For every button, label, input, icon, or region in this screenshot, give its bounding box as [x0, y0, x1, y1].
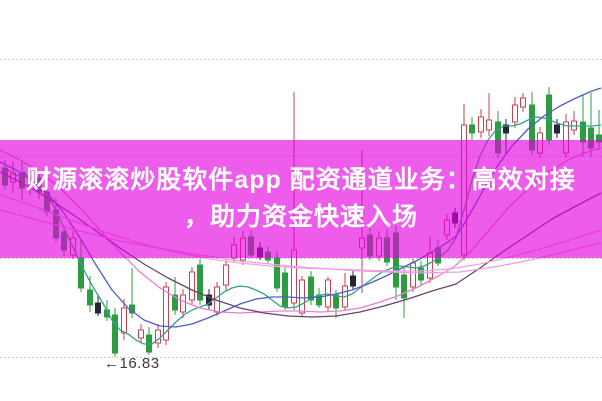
promo-banner-line1: 财源滚滚炒股软件app 配资通道业务：高效对接: [26, 166, 576, 194]
promo-banner-line2: ，助力资金快速入场: [183, 203, 418, 231]
price-low-annotation: ←16.83: [104, 355, 160, 372]
promo-banner: 财源滚滚炒股软件app 配资通道业务：高效对接 ，助力资金快速入场: [0, 140, 602, 258]
